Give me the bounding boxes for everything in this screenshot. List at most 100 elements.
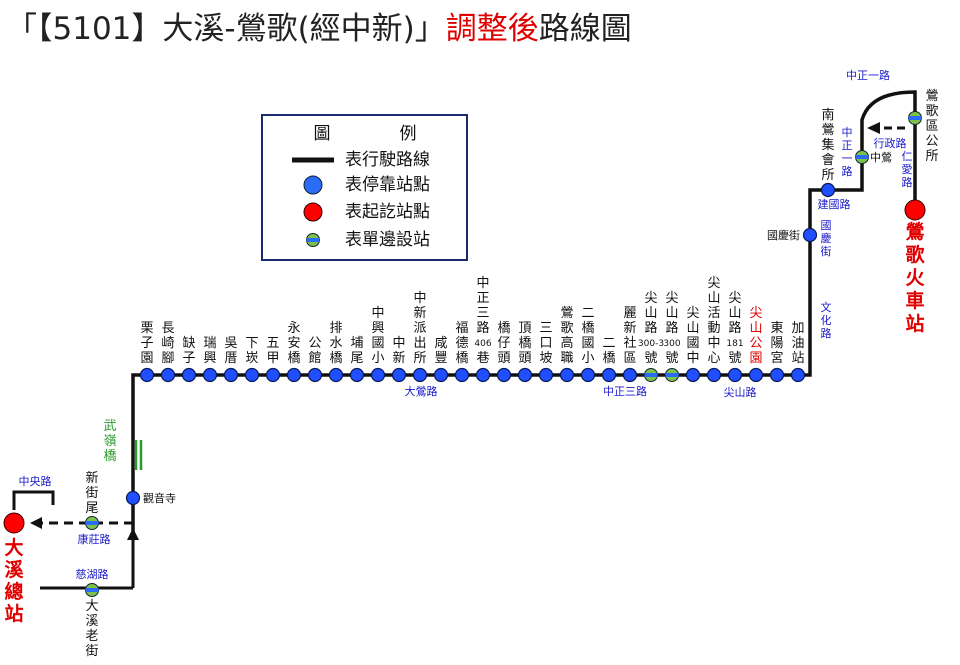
one-side-stop	[644, 368, 658, 382]
stop-name: 鶯歌區公所	[925, 89, 938, 164]
stop-name: 咸豐	[434, 336, 447, 366]
stop-name: 二橋	[602, 336, 615, 366]
stop-name: 新街尾	[85, 470, 98, 516]
title-suffix: 路線圖	[539, 11, 632, 47]
stop	[139, 367, 155, 383]
stop-name: 尖山公園	[749, 306, 762, 366]
stop	[820, 182, 836, 198]
stop	[802, 227, 818, 243]
stop-name: 埔尾	[350, 336, 363, 366]
stop	[454, 367, 470, 383]
stop	[559, 367, 575, 383]
stop-name: 公館	[308, 336, 321, 366]
stop	[125, 490, 141, 506]
legend-item: 表行駛路線	[345, 150, 430, 170]
label: 中正一路	[846, 69, 890, 82]
stop	[433, 367, 449, 383]
stop	[685, 367, 701, 383]
stop	[496, 367, 512, 383]
title-prefix: 「【5101】大溪-鶯歌(經中新)」	[6, 11, 446, 47]
stop-name: 南鶯集會所	[821, 107, 834, 183]
stop	[727, 367, 743, 383]
legend-item: 表停靠站點	[345, 175, 430, 195]
stop-name: 五甲	[266, 336, 279, 366]
stop	[328, 367, 344, 383]
stop-name: 尖山路 300 號	[663, 291, 680, 366]
stop-name: 瑞興	[203, 336, 216, 366]
stop	[265, 367, 281, 383]
title-highlight: 調整後	[446, 11, 539, 47]
stop	[181, 367, 197, 383]
legend-oneside-icon	[306, 233, 320, 247]
arrow	[127, 528, 139, 540]
stop-name: 中新派出所	[413, 291, 426, 366]
label: 建國路	[818, 197, 851, 211]
label: 尖山路	[724, 386, 757, 399]
one-side-stop	[855, 150, 869, 164]
vertical-label: 文化路	[821, 300, 832, 340]
stop	[601, 367, 617, 383]
bridge-name: 武嶺橋	[103, 419, 116, 464]
stop	[580, 367, 596, 383]
stop-name: 永安橋	[287, 321, 300, 366]
stop-name: 大溪老街	[85, 599, 98, 659]
stop-name: 中新	[392, 336, 405, 366]
stop	[223, 367, 239, 383]
one-side-stop	[85, 583, 99, 597]
arrow	[867, 122, 880, 134]
stop	[622, 367, 638, 383]
stop	[349, 367, 365, 383]
stop-name: 缺子	[182, 336, 195, 366]
vertical-label: 仁愛路	[902, 150, 913, 189]
stop-name: 福德橋	[455, 321, 468, 366]
stop-name: 長崎腳	[161, 321, 174, 366]
stop	[286, 367, 302, 383]
terminal	[3, 512, 25, 534]
stop-name: 國慶街	[767, 228, 800, 242]
stop	[748, 367, 764, 383]
stop-name: 麗新社區	[623, 306, 636, 366]
stop-name: 排水橋	[329, 321, 342, 366]
label: 中央路	[19, 475, 52, 488]
legend-terminal-icon	[303, 202, 323, 222]
stop-name: 尖山活動中心	[707, 276, 720, 366]
stop	[202, 367, 218, 383]
legend-box	[261, 114, 468, 261]
stop	[391, 367, 407, 383]
label: 中正三路	[603, 385, 647, 398]
legend-title: 圖	[314, 124, 331, 144]
stop	[706, 367, 722, 383]
vertical-label: 中正一路	[842, 126, 853, 178]
stop-name: 中鶯	[870, 150, 892, 164]
stop-name: 下崁	[245, 336, 258, 366]
legend-item: 表單邊設站	[345, 230, 430, 250]
one-side-stop	[908, 111, 922, 125]
stop-name: 栗子園	[140, 321, 153, 366]
stop-name: 橋仔頭	[497, 321, 510, 366]
route-line	[131, 90, 917, 533]
stop	[244, 367, 260, 383]
arrow	[30, 517, 42, 529]
stop	[790, 367, 806, 383]
stop-name: 尖山路 181 號	[726, 291, 743, 366]
stop-name: 東陽宮	[770, 320, 783, 366]
title: 「【5101】大溪-鶯歌(經中新)」調整後路線圖	[6, 11, 632, 47]
terminal	[904, 199, 926, 221]
stop	[475, 367, 491, 383]
label: 行政路	[874, 136, 907, 150]
one-side-stop	[85, 516, 99, 530]
legend-item: 表起訖站點	[345, 202, 430, 222]
stop-name: 尖山路 300-3 號	[638, 291, 664, 366]
stop-name: 鶯歌高職	[560, 306, 573, 366]
stop-name: 尖山國中	[686, 306, 699, 366]
one-side-stop	[665, 368, 679, 382]
label: 大鶯路	[405, 384, 438, 398]
stop-name: 中興國小	[371, 306, 384, 366]
terminal-name: 大溪總站	[4, 536, 24, 625]
stop	[412, 367, 428, 383]
stop	[769, 367, 785, 383]
label: 慈湖路	[76, 567, 109, 581]
stop	[517, 367, 533, 383]
route-line	[12, 490, 55, 510]
